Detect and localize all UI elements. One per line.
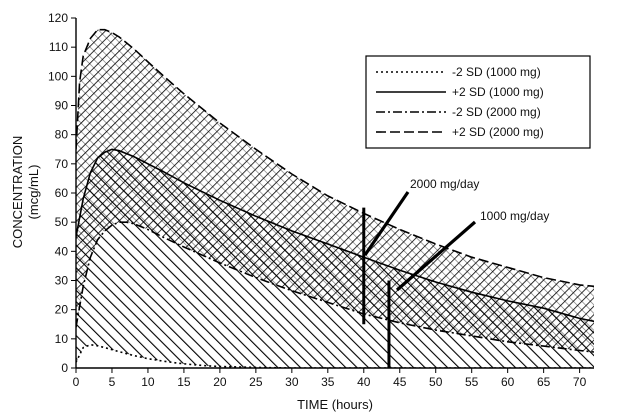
x-tick-label: 70 [573,375,587,389]
y-tick-label: 0 [61,361,68,375]
y-tick-label: 100 [48,69,68,83]
series-line-2 [76,148,594,323]
legend-label: +2 SD (1000 mg) [452,85,544,99]
x-tick-label: 65 [537,375,551,389]
y-tick-label: 120 [48,11,68,25]
x-tick-label: 30 [285,375,299,389]
shaded-bands [76,29,594,368]
x-tick-label: 10 [141,375,155,389]
ticks: 0 5 10 15 20 25 30 35 40 45 50 55 60 65 70 0 10 20 30 40 50 6… [48,11,587,389]
x-tick-label: 20 [213,375,227,389]
y-tick-label: 20 [55,303,69,317]
annotation-label: 1000 mg/day [480,209,549,223]
x-tick-label: 45 [393,375,407,389]
y-tick-label: 70 [55,157,69,171]
y-tick-label: 90 [55,99,69,113]
series-line-3 [76,221,594,353]
y-tick-label: 80 [55,128,69,142]
x-tick-label: 5 [109,375,116,389]
y-tick-label: 10 [55,332,69,346]
annotation-leader-line [395,220,477,292]
legend-label: -2 SD (2000 mg) [452,105,541,119]
legend-label: -2 SD (1000 mg) [452,65,541,79]
annotation-label-bg [408,177,484,192]
y-tick-label: 50 [55,215,69,229]
legend-label: +2 SD (2000 mg) [452,125,544,139]
x-axis-title: TIME (hours) [297,397,373,412]
x-tick-label: 35 [321,375,335,389]
y-axis-unit: (mcg/mL) [26,165,41,220]
x-tick-label: 50 [429,375,443,389]
band-2000mg-cross [76,29,594,352]
x-tick-label: 15 [177,375,191,389]
y-tick-label: 60 [55,186,69,200]
annotation-label-bg [478,209,554,224]
series-line-4 [76,28,594,288]
y-tick-label: 40 [55,244,69,258]
legend-box [365,55,591,149]
series-lines [76,28,594,368]
x-tick-label: 40 [357,375,371,389]
y-tick-label: 30 [55,274,69,288]
x-tick-label: 0 [73,375,80,389]
annotation-leader-line [363,191,410,256]
x-tick-label: 55 [465,375,479,389]
y-tick-label: 110 [49,40,68,54]
legend: -2 SD (1000 mg) +2 SD (1000 mg) -2 SD (200… [365,55,591,149]
x-tick-label: 25 [249,375,263,389]
y-axis-title: CONCENTRATION [10,136,25,248]
x-tick-label: 60 [501,375,515,389]
annotation-label: 2000 mg/day [410,177,479,191]
annotations: 2000 mg/day 1000 mg/day [362,177,554,368]
